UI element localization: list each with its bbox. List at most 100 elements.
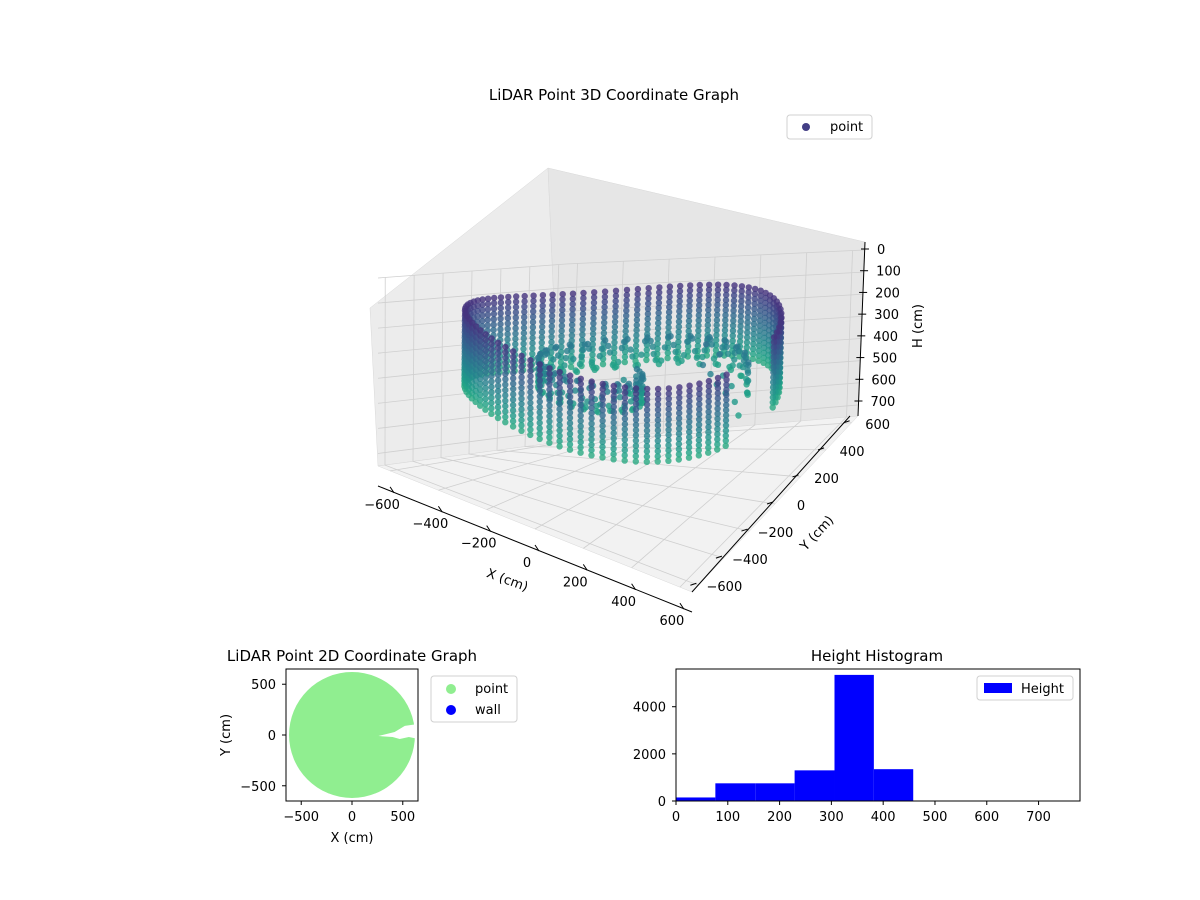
point-3d [737, 333, 744, 340]
point-3d [675, 425, 683, 432]
point-3d [665, 426, 672, 433]
point-3d [633, 332, 640, 339]
point-3d [723, 401, 730, 409]
y-tick-label: −400 [732, 553, 768, 568]
point-3d [611, 318, 619, 325]
point-3d [676, 404, 683, 412]
point-3d [599, 433, 606, 440]
point-3d [527, 431, 534, 439]
point-3d [632, 458, 639, 465]
point-3d [621, 389, 629, 396]
y-tick [843, 420, 850, 424]
point-3d [665, 405, 672, 413]
point-3d [685, 322, 692, 330]
point-3d [621, 420, 629, 428]
point-3d [633, 337, 640, 344]
point-3d [488, 367, 495, 374]
point-3d [632, 395, 640, 403]
point-3d [687, 282, 694, 289]
point-3d [588, 383, 595, 390]
point-3d [716, 351, 723, 358]
point-3d [722, 312, 729, 319]
y2d-tick-label: 0 [268, 729, 276, 744]
point-3d [518, 390, 525, 397]
point-3d [656, 289, 663, 296]
point-3d [556, 416, 563, 423]
point-3d [749, 350, 757, 358]
point-3d [527, 415, 534, 423]
point-3d [611, 339, 618, 346]
point-3d [686, 307, 693, 314]
point-3d [632, 447, 640, 455]
point-3d [505, 293, 512, 301]
point-3d [482, 368, 489, 376]
point-3d [612, 297, 619, 305]
point-3d [750, 315, 758, 323]
point-3d [643, 458, 650, 465]
point-3d [549, 291, 556, 298]
point-3d [490, 326, 497, 334]
point-3d [632, 347, 640, 354]
point-3d [556, 432, 563, 439]
x-axis-line [377, 485, 693, 613]
legend-label-point: point [830, 120, 863, 135]
point-3d [610, 403, 617, 411]
point-3d [654, 406, 662, 413]
point-3d [623, 312, 630, 319]
point-3d [675, 446, 683, 453]
point-3d [577, 423, 584, 430]
point-3d [737, 323, 744, 330]
point-3d [634, 285, 642, 293]
point-3d [512, 335, 519, 343]
point-3d [633, 316, 641, 324]
point-3d [714, 425, 721, 433]
point-3d [705, 434, 712, 441]
point-3d [488, 394, 495, 401]
point-3d [645, 295, 652, 302]
point-3d [529, 318, 537, 326]
point-3d [696, 401, 703, 408]
point-3d [665, 309, 673, 316]
histogram-bar [715, 783, 756, 801]
histogram-bar [755, 783, 795, 801]
point-3d [686, 423, 693, 431]
y-tick [715, 555, 723, 559]
point-3d [621, 410, 629, 417]
point-3d [654, 437, 661, 444]
point-3d [518, 374, 525, 381]
point-3d [695, 442, 703, 449]
point-3d [536, 377, 543, 384]
point-3d [488, 389, 495, 396]
point-3d [755, 342, 763, 349]
point-3d [577, 402, 584, 409]
point-3d [566, 341, 573, 348]
point-3d [741, 349, 749, 356]
point-3d [539, 297, 546, 304]
point-3d [502, 343, 509, 351]
point-3d [556, 374, 563, 381]
point-3d [566, 372, 574, 379]
point-3d [737, 318, 744, 325]
point-3d [632, 342, 640, 349]
point-3d [510, 364, 517, 371]
point-3d [558, 333, 565, 340]
x-tick [389, 486, 395, 494]
point-3d [527, 426, 534, 433]
point-3d [588, 436, 595, 443]
point-3d [490, 300, 498, 307]
chart-histogram: Height Histogram 0 100 200 300 400 500 600 7000… [633, 647, 1081, 825]
point-3d [610, 414, 617, 421]
point-3d [676, 409, 683, 417]
point-3d [633, 321, 640, 329]
point-3d [567, 363, 575, 371]
point-3d [512, 309, 520, 316]
point-3d [548, 333, 555, 340]
point-3d [769, 389, 777, 396]
point-3d [577, 391, 584, 398]
y2d-tick-label: 500 [251, 678, 276, 693]
point-3d [676, 292, 683, 300]
point-3d [610, 456, 617, 463]
x-tick-label: −600 [364, 498, 400, 513]
point-3d [695, 452, 702, 459]
point-3d [546, 402, 553, 409]
